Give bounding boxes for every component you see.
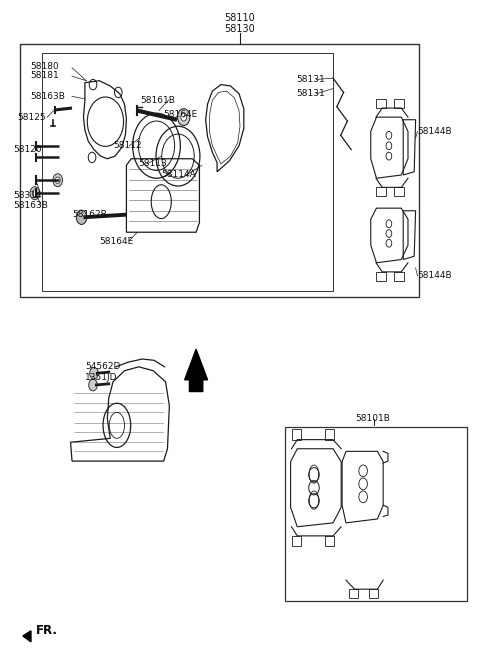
Circle shape [178,108,190,125]
Circle shape [76,210,87,225]
Text: 58131: 58131 [296,89,325,98]
Text: 58162B: 58162B [72,210,107,219]
Text: 58101B: 58101B [356,415,390,423]
Circle shape [30,187,39,200]
Circle shape [55,177,60,183]
Text: 58163B: 58163B [30,92,65,101]
Circle shape [90,368,98,379]
Circle shape [89,379,97,391]
Text: 58180: 58180 [30,62,59,71]
Text: 58110: 58110 [225,12,255,23]
Text: 58144B: 58144B [418,127,452,136]
Text: 1351JD: 1351JD [85,373,118,382]
Text: 58161B: 58161B [140,96,175,104]
Text: 58164E: 58164E [164,110,198,119]
Text: 58181: 58181 [30,71,59,80]
Polygon shape [185,349,207,392]
Text: 58314: 58314 [13,191,41,200]
Text: 58131: 58131 [296,75,325,84]
Polygon shape [23,631,31,642]
Text: 58125: 58125 [18,112,46,121]
Text: 58164E: 58164E [100,238,134,246]
Text: 58163B: 58163B [13,201,48,210]
Text: 58113: 58113 [138,159,167,168]
Circle shape [181,113,187,121]
Text: 54562D: 54562D [85,362,120,372]
Text: 58120: 58120 [13,145,41,154]
Text: 58112: 58112 [113,141,142,150]
Text: 58114A: 58114A [162,170,196,180]
Circle shape [33,190,37,197]
Text: 58144B: 58144B [418,271,452,280]
Text: FR.: FR. [36,624,58,637]
Text: 58130: 58130 [225,24,255,34]
Circle shape [53,174,62,187]
